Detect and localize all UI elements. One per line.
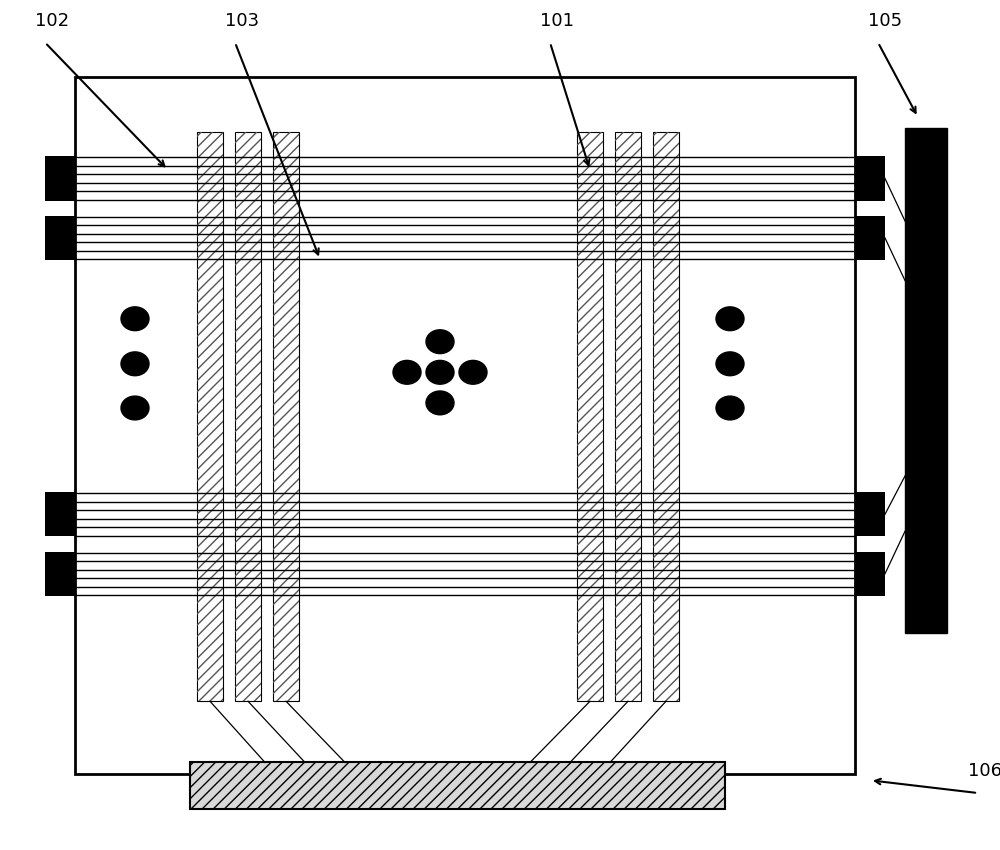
Bar — [45, 156, 75, 201]
Bar — [45, 492, 75, 536]
Circle shape — [716, 307, 744, 331]
Bar — [577, 132, 603, 701]
Text: 106: 106 — [968, 762, 1000, 780]
Bar — [75, 76, 855, 774]
Bar — [653, 132, 679, 701]
Circle shape — [716, 396, 744, 420]
Text: 103: 103 — [225, 12, 259, 30]
Bar — [855, 216, 885, 260]
Bar — [273, 132, 299, 701]
Bar — [615, 132, 641, 701]
Bar — [235, 132, 261, 701]
Bar — [197, 132, 223, 701]
Bar — [235, 132, 261, 701]
Circle shape — [393, 360, 421, 384]
Bar — [197, 132, 223, 701]
Circle shape — [121, 307, 149, 331]
Circle shape — [426, 391, 454, 415]
Bar — [45, 216, 75, 260]
Bar — [273, 132, 299, 701]
Bar — [45, 552, 75, 596]
Circle shape — [121, 396, 149, 420]
Text: 105: 105 — [868, 12, 902, 30]
Bar — [905, 128, 947, 633]
Bar — [855, 492, 885, 536]
Bar — [615, 132, 641, 701]
Bar — [653, 132, 679, 701]
Circle shape — [121, 352, 149, 376]
Bar — [577, 132, 603, 701]
Circle shape — [426, 330, 454, 354]
Circle shape — [426, 360, 454, 384]
Circle shape — [716, 352, 744, 376]
Bar — [855, 552, 885, 596]
Bar — [855, 156, 885, 201]
Circle shape — [459, 360, 487, 384]
Bar — [190, 762, 725, 809]
Text: 102: 102 — [35, 12, 69, 30]
Text: 101: 101 — [540, 12, 574, 30]
